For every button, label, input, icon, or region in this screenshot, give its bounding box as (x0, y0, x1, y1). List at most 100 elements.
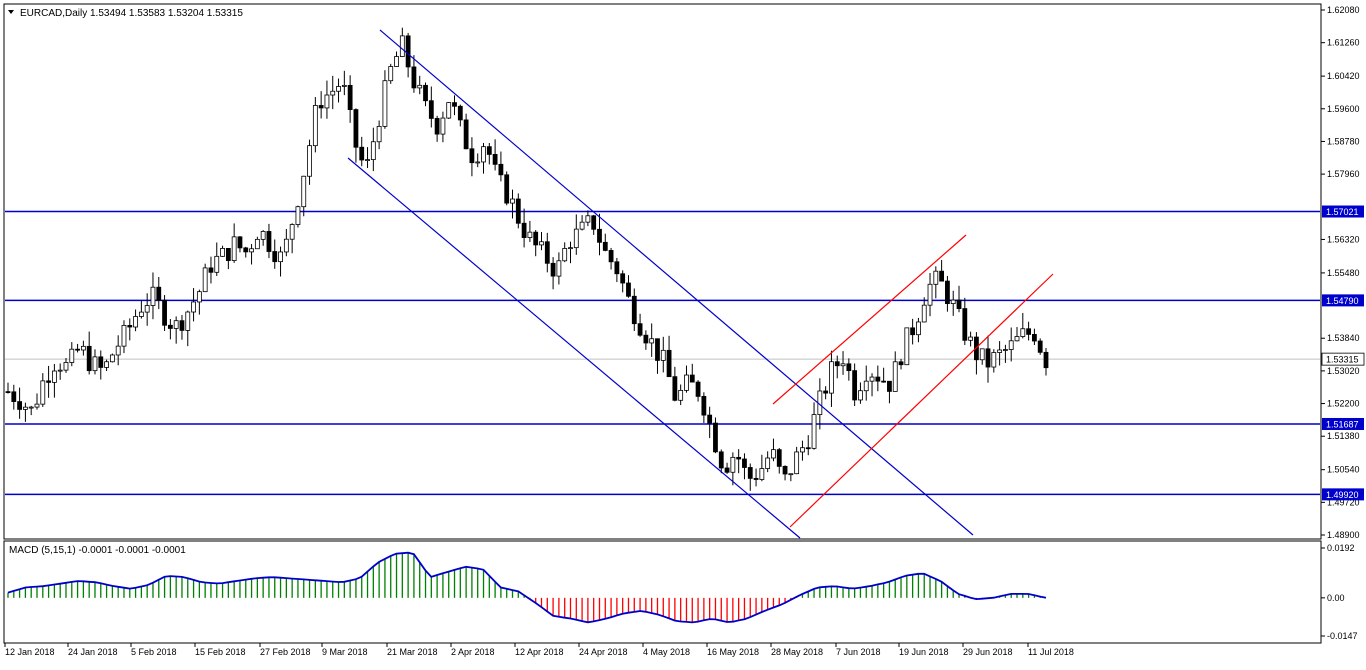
candle-bull (214, 255, 220, 273)
candle-bull (115, 345, 121, 356)
candle-bear (718, 451, 724, 469)
level-label-box (1322, 205, 1364, 218)
candle-bear (156, 286, 162, 301)
candle-bull (278, 251, 283, 263)
candle-bull (568, 247, 573, 250)
candle-bull (1020, 328, 1026, 337)
candle-bear (985, 348, 991, 368)
candle-bull (289, 224, 295, 240)
candle-bear (591, 215, 597, 230)
candle-bull (138, 311, 144, 317)
current-price-label: 1.53315 (1326, 355, 1359, 365)
price-tick-label: 1.58780 (1327, 136, 1360, 146)
date-label: 24 Apr 2018 (579, 647, 628, 657)
date-label: 5 Feb 2018 (131, 647, 177, 657)
candle-bear (701, 395, 707, 416)
candle-bull (927, 283, 933, 306)
candle-bull (811, 414, 817, 449)
candle-bear (428, 100, 434, 119)
date-axis: 12 Jan 2018 24 Jan 2018 5 Feb 2018 15 Feb 2… (4, 643, 1074, 657)
candle-bear (127, 325, 133, 328)
candle-bear (753, 477, 759, 480)
candle-bull (254, 238, 260, 250)
candle-bear (423, 84, 428, 102)
price-tick-label: 1.55480 (1327, 268, 1360, 278)
candle-bear (411, 66, 417, 89)
candle-bear (782, 465, 788, 475)
candle-bear (689, 374, 695, 383)
price-tick-label: 1.49720 (1327, 497, 1360, 507)
price-axis: 1.62080 1.61260 1.60420 1.59600 1.58780 1.579… (1321, 5, 1360, 540)
dropdown-arrow-icon[interactable] (8, 10, 14, 14)
macd-header: MACD (5,15,1) -0.0001 -0.0001 -0.0001 (9, 545, 186, 556)
date-label: 15 Feb 2018 (195, 647, 246, 657)
candle-bear (1043, 351, 1049, 369)
candle-bull (34, 403, 40, 408)
candle-bear (486, 146, 492, 155)
candle-bear (910, 327, 916, 336)
candle-bull (765, 457, 771, 469)
price-tick-label: 1.56320 (1327, 234, 1360, 244)
candle-bear (1037, 340, 1043, 353)
date-label: 27 Feb 2018 (260, 647, 311, 657)
candle-bull (109, 354, 115, 363)
candle-bull (481, 146, 486, 163)
candle-bear (208, 267, 214, 273)
candle-bull (510, 198, 515, 204)
candle-bull (579, 221, 585, 230)
level-label-box (1322, 488, 1364, 501)
candle-bear (631, 295, 637, 325)
candle-bear (643, 334, 649, 344)
candle-bull (933, 270, 939, 285)
candle-bear (533, 231, 539, 246)
candle-bear (956, 299, 962, 309)
candle-bull (301, 175, 307, 208)
candle-bull (365, 159, 370, 161)
candle-bull (231, 236, 237, 261)
candle-bull (28, 406, 34, 409)
candle-bear (695, 381, 701, 397)
candle-bear (939, 270, 945, 282)
candle-bull (80, 345, 86, 351)
candle-bear (898, 361, 904, 366)
candle-bull (539, 241, 544, 246)
candle-bull (399, 35, 405, 57)
candle-bear (452, 102, 457, 107)
date-label: 9 Mar 2018 (322, 647, 368, 657)
candle-bear (707, 414, 713, 424)
candle-bull (283, 238, 289, 253)
candle-bear (11, 391, 17, 402)
date-label: 16 May 2018 (707, 647, 759, 657)
candle-bear (962, 308, 968, 341)
price-tick-label: 1.52200 (1327, 399, 1360, 409)
candle-bull (336, 86, 341, 92)
candle-bear (5, 391, 11, 394)
candle-bear (469, 148, 475, 164)
candle-bear (225, 248, 231, 261)
candle-bull (800, 447, 805, 453)
candle-bull (921, 304, 927, 323)
candle-bull (991, 352, 997, 368)
uptrend-channel (772, 234, 1054, 528)
candle-bear (243, 247, 249, 253)
candle-bear (266, 231, 272, 252)
macd-tick-label: 0.00 (1327, 593, 1345, 603)
candle-bear (887, 380, 892, 392)
price-tick-label: 1.61260 (1327, 38, 1360, 48)
price-tick-label: 1.57960 (1327, 169, 1360, 179)
current-price-box (1321, 352, 1365, 366)
candle-bull (196, 291, 202, 303)
candle-bull (904, 327, 910, 366)
candle-bull (202, 267, 208, 293)
candle-bull (863, 380, 869, 392)
candle-bull (150, 286, 156, 306)
price-tick-label: 1.62080 (1327, 5, 1360, 15)
candle-bull (979, 348, 985, 361)
candle-bull (394, 56, 399, 67)
candle-bull (788, 473, 794, 476)
candle-bear (463, 119, 469, 150)
candle-bear (498, 163, 504, 176)
candle-bull (324, 94, 330, 109)
date-label: 12 Apr 2018 (515, 647, 564, 657)
